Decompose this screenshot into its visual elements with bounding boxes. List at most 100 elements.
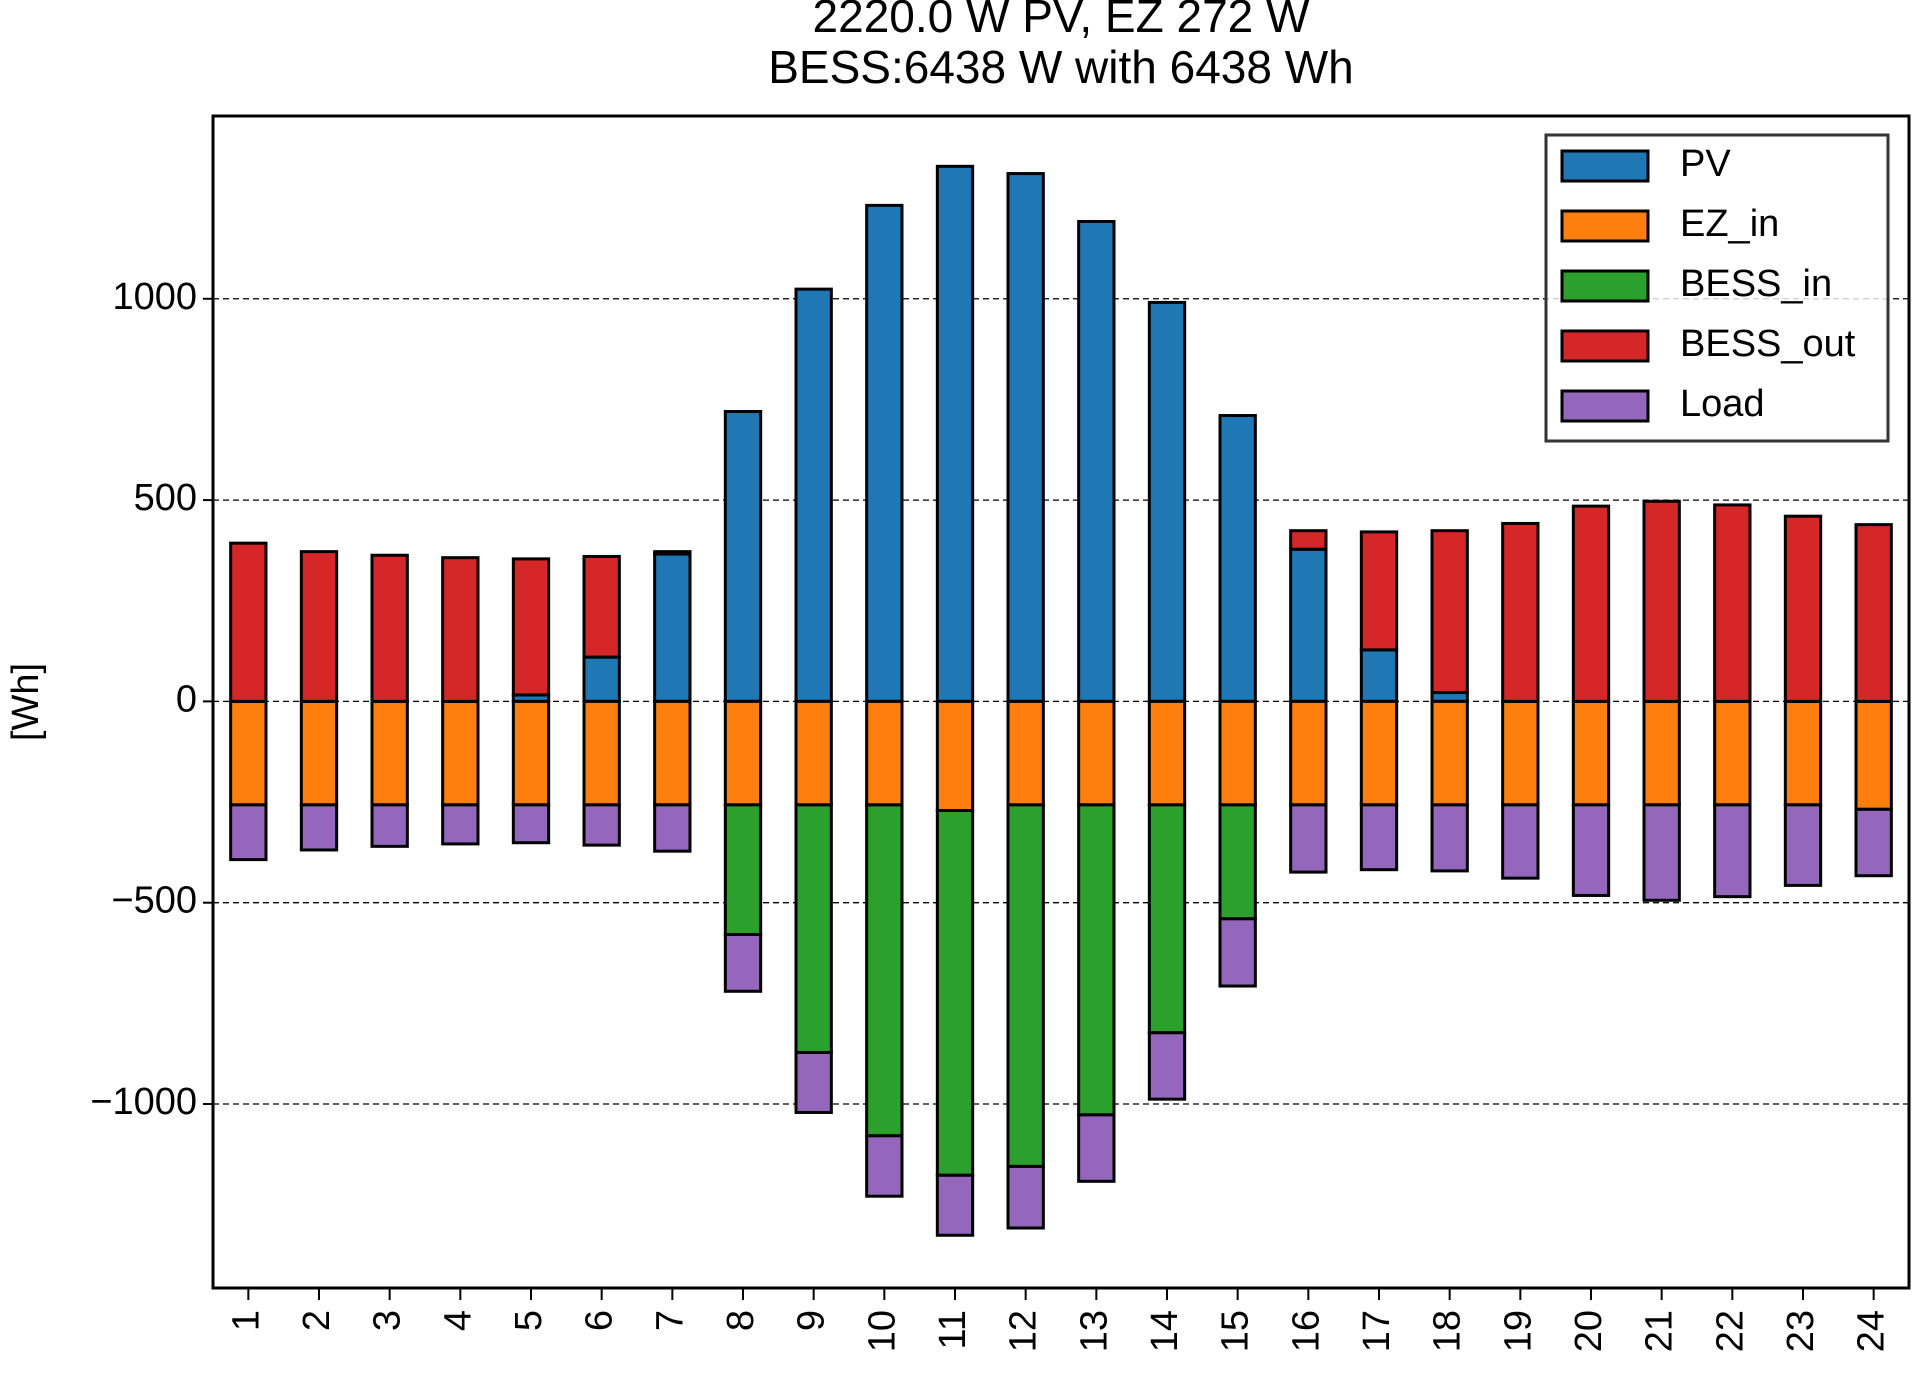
- bar-segment: [1147, 1031, 1187, 1101]
- bar-segment: [1077, 219, 1116, 703]
- bar-segment: [441, 699, 480, 807]
- y-tick-label: 1000: [112, 276, 197, 318]
- bar-segment: [1854, 807, 1893, 878]
- bar-segment: [1642, 803, 1681, 902]
- bar-segment: [1359, 648, 1399, 703]
- bar-segment: [653, 550, 692, 556]
- bar-segment: [1289, 699, 1328, 807]
- bar-segment: [653, 699, 692, 807]
- bar-segment: [1501, 521, 1540, 703]
- bar-segment: [1077, 699, 1116, 807]
- bar-segment: [229, 541, 268, 703]
- bar-segment: [653, 803, 692, 853]
- legend-label: PV: [1680, 143, 1731, 185]
- bar-segment: [370, 803, 409, 848]
- bar-segment: [794, 803, 833, 1054]
- bar-segment: [794, 1050, 833, 1114]
- plot-frame: [211, 114, 1911, 1290]
- bar-segment: [1006, 803, 1045, 1168]
- bar-segment: [865, 803, 904, 1138]
- x-tick-label: 1: [225, 1310, 267, 1331]
- bar-segment: [370, 699, 409, 807]
- x-tick-label: 9: [791, 1310, 833, 1331]
- bar-segment: [299, 699, 339, 807]
- x-tick-label: 13: [1073, 1310, 1115, 1352]
- legend-label: BESS_in: [1680, 263, 1832, 305]
- bar-segment: [1783, 803, 1823, 887]
- bar-segment: [1713, 699, 1752, 807]
- bar-segment: [1218, 917, 1257, 988]
- x-tick-label: 23: [1780, 1310, 1822, 1352]
- bar-segment: [1642, 499, 1681, 703]
- bar-segment: [1571, 504, 1611, 703]
- legend-swatch: [1560, 149, 1650, 183]
- bar-segment: [511, 803, 551, 845]
- x-tick-label: 17: [1356, 1310, 1398, 1352]
- bar-segment: [582, 699, 621, 807]
- bar-segment: [865, 699, 904, 807]
- bar-segment: [865, 1134, 904, 1198]
- x-tick-label: 2: [296, 1310, 338, 1331]
- x-tick-label: 11: [932, 1310, 974, 1349]
- bar-segment: [1783, 514, 1823, 703]
- x-tick-label: 3: [367, 1310, 409, 1331]
- bar-segment: [794, 287, 833, 703]
- x-tick-label: 8: [720, 1310, 762, 1331]
- bar-segment: [299, 803, 339, 852]
- bar-segment: [1642, 699, 1681, 807]
- bar-segment: [723, 803, 763, 937]
- legend-swatch: [1560, 209, 1650, 243]
- x-tick-label: 24: [1851, 1310, 1893, 1352]
- x-tick-label: 22: [1709, 1310, 1751, 1352]
- x-tick-label: 15: [1215, 1310, 1257, 1352]
- bar-segment: [299, 550, 339, 703]
- bar-segment: [935, 809, 975, 1177]
- bar-segment: [1289, 547, 1328, 703]
- bar-segment: [1006, 1164, 1045, 1230]
- bar-segment: [935, 164, 975, 703]
- chart-subtitle: BESS:6438 W with 6438 Wh: [768, 41, 1354, 93]
- bar-segment: [1006, 172, 1045, 703]
- x-tick-label: 7: [649, 1310, 691, 1331]
- bar-segment: [229, 699, 268, 807]
- bar-segment: [1147, 699, 1187, 807]
- bar-segment: [723, 933, 763, 993]
- y-axis-label: [Wh]: [5, 663, 47, 741]
- x-tick-label: 6: [579, 1310, 621, 1331]
- bar-segment: [723, 410, 763, 703]
- x-tick-label: 16: [1285, 1310, 1327, 1352]
- bar-segment: [1218, 803, 1257, 921]
- bar-segment: [229, 803, 268, 862]
- bar-segment: [723, 699, 763, 807]
- bar-segment: [1359, 803, 1399, 872]
- y-tick-label: 0: [176, 678, 197, 720]
- x-tick-label: 14: [1144, 1310, 1186, 1352]
- bar-segment: [1783, 699, 1823, 807]
- bar-segment: [582, 655, 621, 703]
- bar-segment: [935, 699, 975, 813]
- bar-segment: [1006, 699, 1045, 807]
- bar-segment: [1430, 529, 1469, 695]
- bar-segment: [1501, 699, 1540, 807]
- bar-segment: [794, 699, 833, 807]
- bar-segment: [511, 557, 551, 697]
- bar-segment: [653, 552, 692, 703]
- legend-label: EZ_in: [1680, 203, 1779, 245]
- bar-segment: [865, 203, 904, 703]
- x-tick-label: 20: [1568, 1310, 1610, 1352]
- bar-segment: [1430, 803, 1469, 873]
- bar-segment: [582, 803, 621, 847]
- bar-segment: [1854, 699, 1893, 811]
- bar-segment: [441, 803, 480, 846]
- bar-segment: [1218, 699, 1257, 807]
- x-tick-label: 10: [861, 1310, 903, 1352]
- legend-label: BESS_out: [1680, 323, 1856, 365]
- x-tick-label: 21: [1639, 1310, 1681, 1352]
- bar-segment: [1713, 503, 1752, 703]
- x-tick-label: 19: [1497, 1310, 1539, 1352]
- bar-segment: [935, 1173, 975, 1237]
- x-tick-label: 12: [1003, 1310, 1045, 1352]
- bar-segment: [1218, 414, 1257, 703]
- y-tick-label: 500: [134, 477, 197, 519]
- legend-swatch: [1560, 389, 1650, 423]
